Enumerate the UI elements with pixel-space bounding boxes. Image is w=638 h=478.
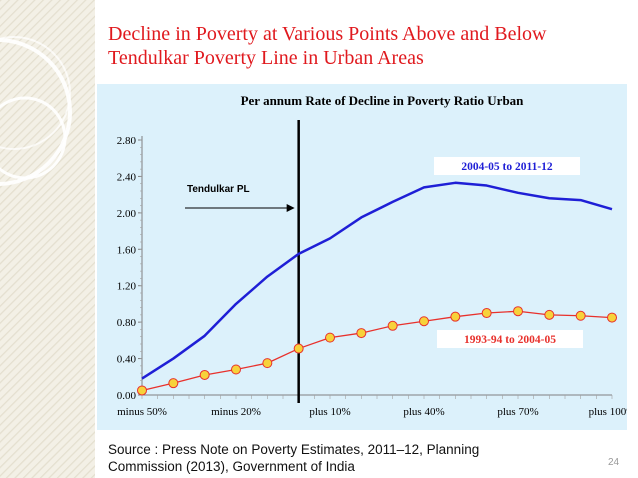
data-point: [168, 378, 179, 389]
x-tick-label: minus 50%: [117, 406, 167, 418]
line-chart: Per annum Rate of Decline in Poverty Rat…: [117, 93, 627, 418]
chart-panel: Per annum Rate of Decline in Poverty Rat…: [97, 84, 627, 430]
page-number: 24: [608, 457, 620, 468]
y-tick-label: 0.40: [117, 354, 137, 366]
legend-label-series-1-box: [434, 157, 580, 175]
data-point: [231, 364, 241, 375]
y-tick-label: 2.40: [117, 171, 137, 183]
data-point: [481, 308, 492, 319]
x-tick-label: plus 40%: [403, 406, 444, 418]
x-tick-label: plus 10%: [309, 406, 350, 418]
y-tick-label: 2.00: [117, 208, 137, 220]
series-line-1: [141, 181, 613, 380]
source-line-2: Commission (2013), Government of India: [108, 459, 355, 474]
data-point: [450, 311, 461, 322]
data-point: [293, 343, 304, 354]
decorative-background: [0, 0, 95, 478]
data-point: [199, 369, 210, 380]
x-tick-label: minus 20%: [211, 406, 261, 418]
data-point: [325, 332, 335, 343]
source-line-1: Source : Press Note on Poverty Estimates…: [108, 442, 480, 457]
tendulkar-pl-arrowhead: [286, 204, 295, 212]
legend-label-series-2-box: [437, 330, 583, 348]
source-note: Source : Press Note on Poverty Estimates…: [108, 441, 578, 475]
slide-title-line-1: Decline in Poverty at Various Points Abo…: [108, 23, 547, 45]
data-point: [137, 385, 147, 396]
data-point: [544, 309, 555, 320]
legend-label-series-1: 2004-05 to 2011-12: [461, 161, 553, 173]
slide-title: Decline in Poverty at Various Points Abo…: [108, 22, 628, 70]
tendulkar-pl-label: Tendulkar PL: [187, 184, 250, 195]
y-tick-label: 1.60: [117, 244, 137, 256]
y-tick-label: 2.80: [117, 135, 137, 147]
slide-title-line-2: Tendulkar Poverty Line in Urban Areas: [108, 47, 424, 69]
y-tick-label: 0.80: [117, 317, 137, 329]
data-point: [356, 328, 367, 339]
y-tick-label: 1.20: [117, 281, 137, 293]
data-point: [387, 320, 398, 331]
legend-label-series-2: 1993-94 to 2004-05: [464, 334, 556, 346]
data-point: [607, 312, 617, 323]
data-point: [513, 306, 523, 317]
chart-title: Per annum Rate of Decline in Poverty Rat…: [241, 93, 525, 108]
x-tick-label: plus 70%: [497, 406, 538, 418]
data-point: [262, 358, 273, 369]
series-line-2: [141, 310, 613, 392]
y-tick-label: 0.00: [117, 390, 137, 402]
data-point: [419, 316, 429, 327]
data-point: [575, 310, 586, 321]
x-tick-label: plus 100%: [589, 406, 627, 418]
